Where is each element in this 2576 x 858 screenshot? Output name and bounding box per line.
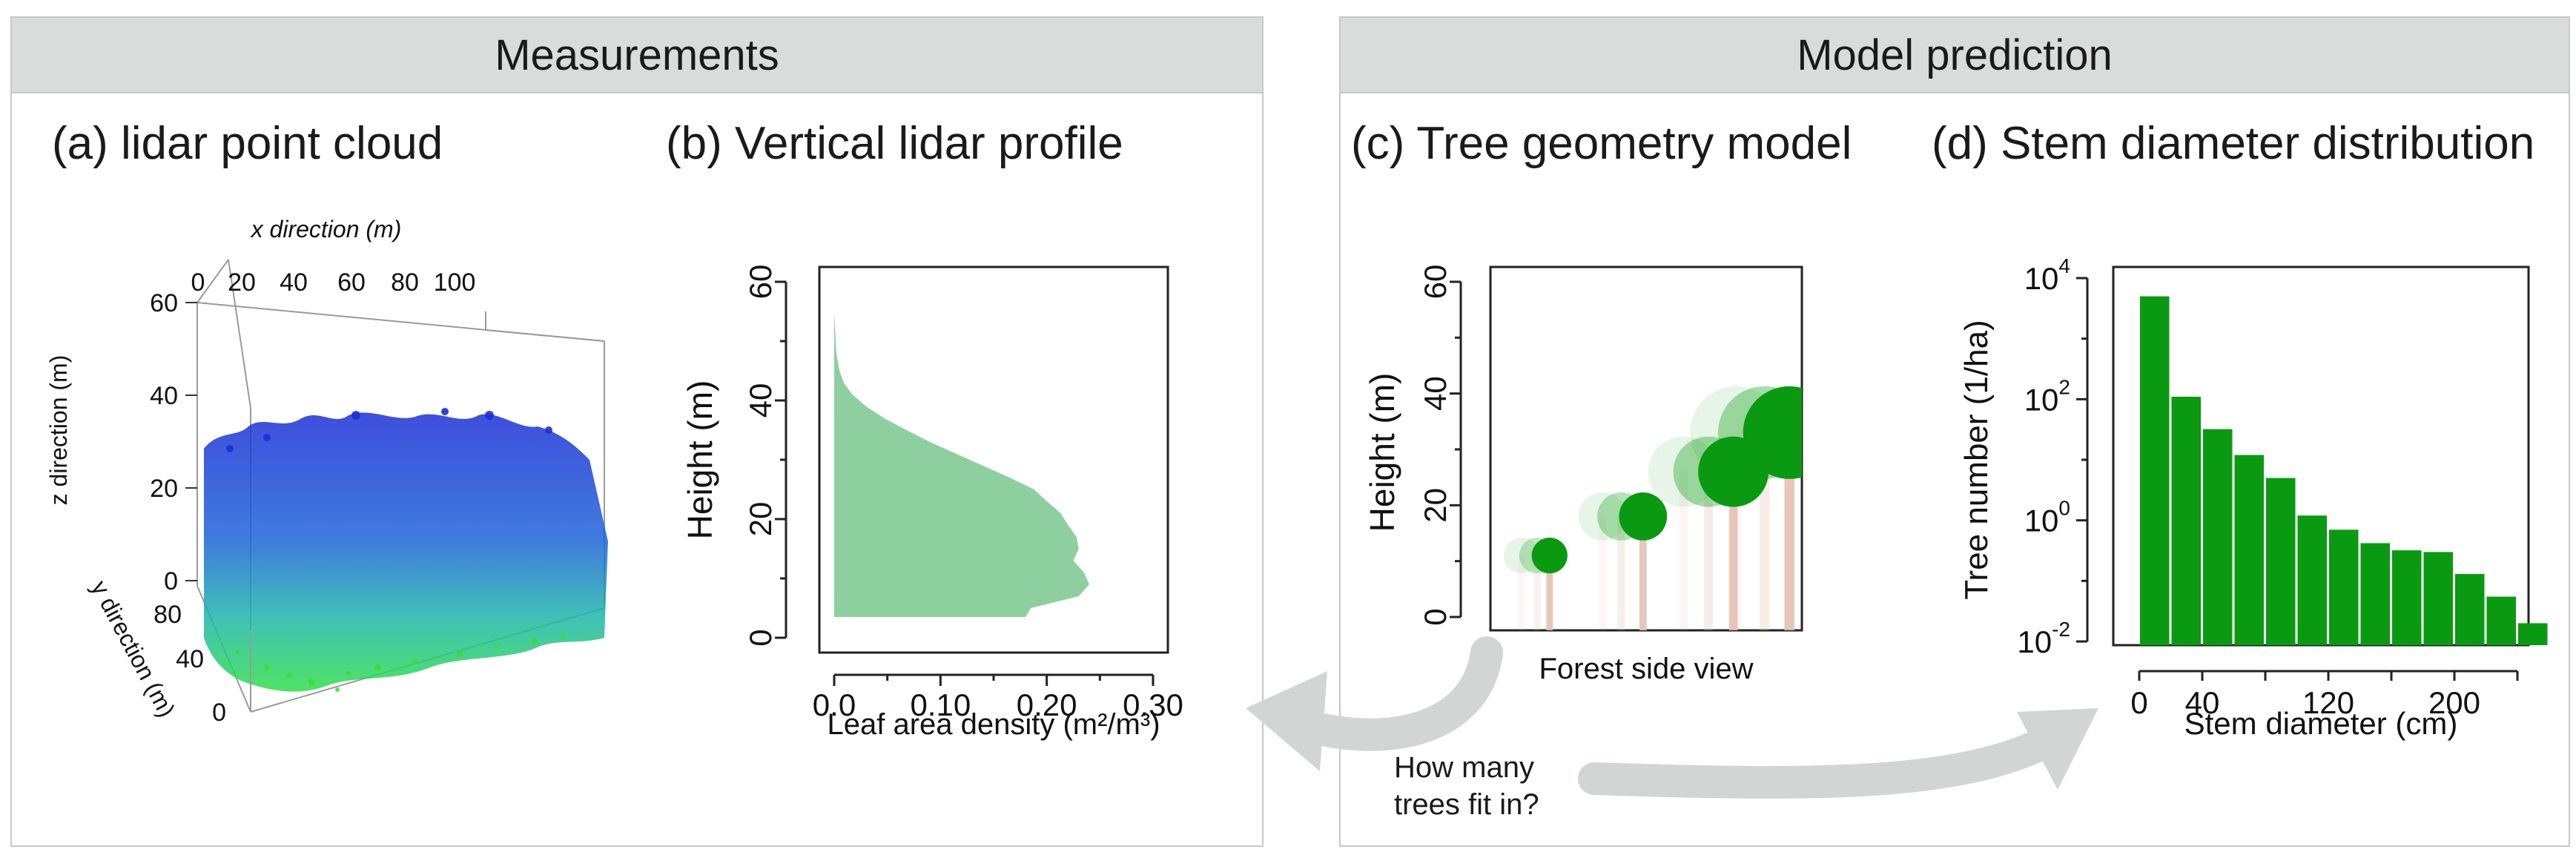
z-tick-20: 20 [150,475,178,503]
y-tick-40: 40 [176,645,204,673]
tree-stem [1704,472,1713,630]
tree-stem [1617,516,1625,630]
model-prediction-title: Model prediction [1797,30,2113,79]
panel-b-title: (b) Vertical lidar profile [666,118,1123,169]
question-annotation: How many trees fit in? [1394,749,1539,823]
y-tick-exponent: 2 [2058,375,2070,398]
histogram-bar [2203,429,2233,645]
tree-stem [1728,472,1738,630]
tree-stem [1784,432,1794,630]
x-tick-label: 0.10 [910,687,971,722]
ylabel: Height (m) [1363,373,1401,532]
model-prediction-panel: Model prediction [1339,16,2570,847]
histogram-bar [2234,455,2264,645]
panel-c-title: (c) Tree geometry model [1351,118,1852,169]
panel-d-title: (d) Stem diameter distribution [1932,118,2535,169]
xlabel: Leaf area density (m²/m³) [827,708,1160,741]
x-tick-label: 200 [2428,685,2480,720]
measurements-header: Measurements [12,18,1262,93]
x-tick-20: 20 [228,268,256,297]
x-tick-100: 100 [434,268,476,297]
y-tick-0: 0 [212,699,226,727]
x-tick-80: 80 [391,268,419,297]
question-line-2: trees fit in? [1394,788,1539,821]
y-tick-80: 80 [153,601,182,629]
panel-a-title: (a) lidar point cloud [52,118,443,169]
x-tick-label: 0 [2130,685,2147,720]
x-tick-60: 60 [337,268,366,297]
z-tick-60: 60 [150,289,178,317]
y-tick-label: 100 [2024,497,2070,538]
histogram-bar [2360,543,2390,645]
tree-stem [1533,555,1541,630]
histogram-bar [2486,596,2516,645]
histogram-bar [2518,623,2548,645]
x-tick-label: 0.0 [813,687,856,722]
xlabel: Stem diameter (cm) [2184,706,2458,741]
z-tick-40: 40 [150,382,178,410]
tree-stem [1546,555,1553,630]
tree-crown [1531,538,1568,574]
tree-stem [1599,516,1607,630]
y-tick-label: 40 [1418,376,1453,411]
x-tick-label: 120 [2302,685,2354,720]
y-tick-label: 104 [2024,254,2070,296]
x-tick-0: 0 [191,268,205,297]
y-tick-exponent: 4 [2058,254,2070,277]
y-tick-label: 20 [743,502,778,537]
histogram-bar [2392,550,2422,645]
z-tick-0: 0 [164,567,178,595]
tree-stem [1679,472,1688,630]
y-tick-label: 60 [1418,265,1453,300]
z-axis-label: z direction (m) [45,355,72,506]
xlabel: Forest side view [1539,653,1754,685]
tree-crown [1578,492,1627,541]
x-tick-label: 40 [2185,685,2220,720]
y-tick-label: 10-2 [2017,618,2070,659]
model-prediction-header: Model prediction [1341,18,2569,93]
tree-stem [1518,555,1525,630]
histogram-bar [2140,296,2170,645]
y-tick-label: 0 [743,629,778,646]
plot-frame [818,265,1169,654]
y-tick-label: 40 [743,383,778,418]
y-tick-exponent: 0 [2058,497,2070,520]
measurements-title: Measurements [495,30,779,79]
histogram-bar [2329,529,2359,645]
tree-stem [1639,516,1647,630]
histogram-bar [2455,574,2485,645]
y-axis-label: y direction (m) [86,576,180,722]
tree-geometry-chart: 0 20 40 60 Height (m) Forest side view [1363,265,1803,685]
x-axis-label: x direction (m) [250,216,402,242]
y-tick-label: 60 [743,265,778,300]
vertical-profile-chart: 0 20 40 60 0.0 0.10 0.20 0.30 Height (m) Leaf … [681,265,1183,741]
histogram-bar [2423,552,2453,645]
y-tick-label: 20 [1418,488,1453,523]
y-tick-label: 0 [1418,608,1453,625]
x-tick-label: 0.20 [1017,687,1077,722]
x-tick-label: 0.30 [1123,687,1183,722]
tree-crown [1503,538,1540,574]
measurements-panel: Measurements [10,16,1264,847]
profile-area [834,311,1089,617]
y-tick-exponent: -2 [2052,618,2070,641]
y-tick-label: 102 [2024,375,2070,417]
histogram-bar [2297,515,2327,645]
ylabel: Tree number (1/ha) [1958,320,1995,599]
tree-crown [1619,492,1668,541]
forest-side-view [1503,386,1802,630]
tree-crown [1648,436,1719,507]
question-line-1: How many [1394,751,1534,784]
histogram-bar [2171,396,2201,645]
tree-crown [1743,386,1802,479]
ylabel: Height (m) [681,380,719,540]
histogram-bar [2266,478,2296,645]
x-tick-40: 40 [280,268,308,297]
point-cloud-figure: 60 40 20 0 z direction (m) 0 20 40 60 80… [45,216,608,727]
